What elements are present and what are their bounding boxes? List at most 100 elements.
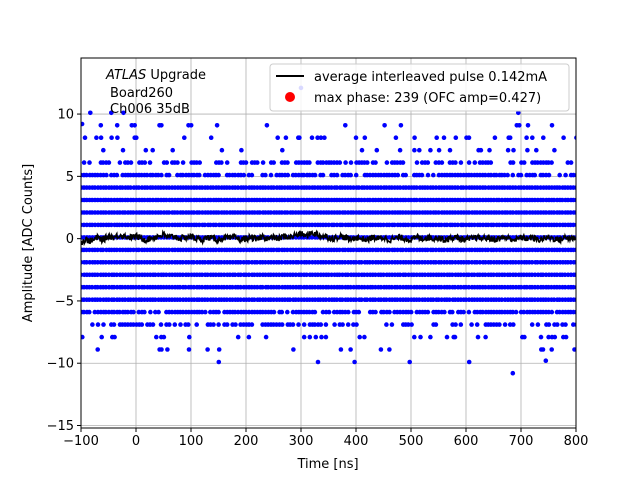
scatter-point — [334, 297, 340, 303]
scatter-point — [114, 272, 120, 278]
scatter-point — [384, 322, 389, 327]
scatter-point — [153, 222, 158, 228]
scatter-point — [87, 160, 92, 165]
scatter-point — [338, 347, 344, 352]
scatter-point — [573, 297, 576, 302]
scatter-point — [428, 334, 433, 340]
annotation-board: Board260 — [110, 86, 173, 101]
scatter-point — [543, 358, 549, 364]
scatter-point — [382, 123, 387, 128]
scatter-point — [418, 334, 423, 340]
scatter-point — [450, 272, 455, 278]
scatter-point — [106, 160, 112, 165]
scatter-point — [166, 172, 172, 178]
scatter-point — [279, 322, 285, 327]
scatter-point — [301, 322, 307, 327]
scatter-point — [453, 322, 458, 327]
scatter-point — [115, 135, 120, 140]
scatter-point — [549, 160, 554, 165]
scatter-point — [340, 297, 345, 303]
scatter-point — [99, 334, 104, 340]
scatter-point — [238, 297, 243, 303]
scatter-point — [510, 370, 516, 376]
scatter-point — [158, 322, 164, 327]
scatter-point — [182, 135, 187, 140]
scatter-point — [535, 322, 541, 327]
annotation-experiment-suffix: Upgrade — [146, 68, 206, 83]
scatter-point — [392, 222, 397, 228]
scatter-point — [117, 160, 123, 165]
scatter-point — [329, 185, 334, 190]
x-tick-label: 800 — [564, 434, 589, 449]
scatter-point — [238, 260, 243, 265]
scatter-point — [511, 322, 516, 327]
scatter-point — [499, 297, 505, 303]
scatter-point — [191, 210, 197, 215]
scatter-point — [393, 135, 399, 140]
scatter-point — [95, 322, 101, 327]
scatter-point — [320, 172, 326, 178]
scatter-point — [326, 309, 332, 315]
scatter-point — [561, 135, 566, 140]
scatter-point — [477, 260, 483, 265]
scatter-point — [307, 160, 312, 165]
scatter-point — [337, 247, 342, 253]
legend-entry-average-pulse: average interleaved pulse 0.142mA — [314, 70, 547, 85]
scatter-point — [483, 185, 488, 190]
scatter-point — [243, 185, 249, 190]
scatter-point — [491, 272, 496, 278]
scatter-point — [356, 309, 362, 315]
scatter-point — [318, 135, 324, 140]
scatter-point — [572, 347, 576, 352]
scatter-point — [238, 284, 243, 290]
scatter-point — [114, 123, 120, 128]
scatter-point — [197, 160, 202, 165]
scatter-point — [175, 160, 180, 165]
scatter-point — [246, 334, 252, 340]
scatter-point — [285, 309, 290, 315]
scatter-point — [483, 172, 488, 178]
x-tick-label: 400 — [344, 434, 369, 449]
scatter-point — [381, 222, 386, 228]
scatter-point — [487, 147, 492, 153]
scatter-point — [170, 147, 175, 153]
scatter-point — [428, 147, 433, 153]
scatter-point — [387, 309, 392, 315]
scatter-point — [538, 334, 544, 340]
scatter-point — [202, 222, 208, 228]
scatter-point — [562, 284, 568, 290]
scatter-point — [224, 210, 230, 215]
scatter-point — [187, 334, 192, 340]
scatter-point — [180, 160, 186, 165]
scatter-point — [407, 359, 413, 365]
scatter-point — [453, 160, 458, 165]
scatter-point — [414, 197, 419, 203]
scatter-point — [312, 322, 318, 327]
scatter-point — [249, 172, 255, 178]
y-tick-label: 5 — [66, 170, 74, 185]
scatter-point — [546, 172, 552, 178]
scatter-point — [147, 160, 153, 165]
scatter-point — [450, 309, 455, 315]
scatter-point — [128, 160, 134, 165]
scatter-point — [557, 185, 562, 190]
scatter-point — [573, 185, 576, 190]
scatter-point — [505, 172, 510, 178]
scatter-point — [425, 309, 431, 315]
scatter-point — [254, 160, 260, 165]
scatter-point — [232, 172, 238, 178]
scatter-point — [510, 309, 516, 315]
scatter-point — [290, 309, 296, 315]
scatter-point — [510, 160, 516, 165]
scatter-point — [239, 147, 244, 153]
scatter-point — [235, 334, 241, 340]
scatter-point — [362, 334, 367, 340]
scatter-point — [180, 172, 186, 178]
scatter-point — [516, 110, 521, 116]
scatter-point — [546, 334, 551, 340]
scatter-point — [529, 260, 535, 265]
scatter-point — [478, 147, 484, 153]
scatter-point — [452, 334, 458, 340]
scatter-point — [472, 272, 477, 278]
scatter-point — [180, 272, 186, 278]
